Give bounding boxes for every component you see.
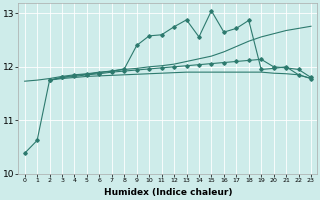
X-axis label: Humidex (Indice chaleur): Humidex (Indice chaleur) (104, 188, 232, 197)
